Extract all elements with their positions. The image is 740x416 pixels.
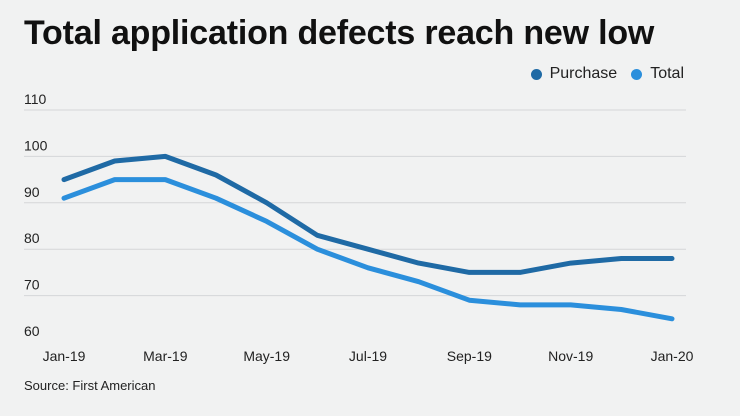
series-line-purchase bbox=[61, 153, 675, 275]
series-line-total bbox=[61, 177, 675, 322]
x-tick-label-jan-20: Jan-20 bbox=[651, 348, 694, 364]
y-tick-label-70: 70 bbox=[24, 277, 40, 293]
x-tick-label-may-19: May-19 bbox=[243, 348, 290, 364]
legend-swatch-purchase bbox=[530, 68, 542, 80]
legend: Purchase Total bbox=[530, 65, 684, 83]
y-tick-label-80: 80 bbox=[24, 230, 40, 246]
legend-item-total: Total bbox=[631, 65, 684, 83]
x-tick-label-sep-19: Sep-19 bbox=[447, 348, 492, 364]
y-tick-label-100: 100 bbox=[24, 137, 48, 153]
x-tick-label-jul-19: Jul-19 bbox=[349, 348, 387, 364]
x-tick-label-jan-19: Jan-19 bbox=[43, 348, 86, 364]
y-tick-label-90: 90 bbox=[24, 184, 40, 200]
y-tick-label-60: 60 bbox=[24, 323, 40, 339]
legend-item-purchase: Purchase bbox=[530, 65, 618, 83]
x-tick-label-nov-19: Nov-19 bbox=[548, 348, 593, 364]
chart-title: Total application defects reach new low bbox=[24, 14, 655, 52]
legend-swatch-total bbox=[631, 68, 643, 80]
legend-label-total: Total bbox=[650, 65, 684, 82]
source-note: Source: First American bbox=[24, 378, 156, 393]
y-tick-label-110: 110 bbox=[24, 91, 47, 107]
x-tick-label-mar-19: Mar-19 bbox=[143, 348, 188, 364]
legend-label-purchase: Purchase bbox=[549, 65, 618, 82]
